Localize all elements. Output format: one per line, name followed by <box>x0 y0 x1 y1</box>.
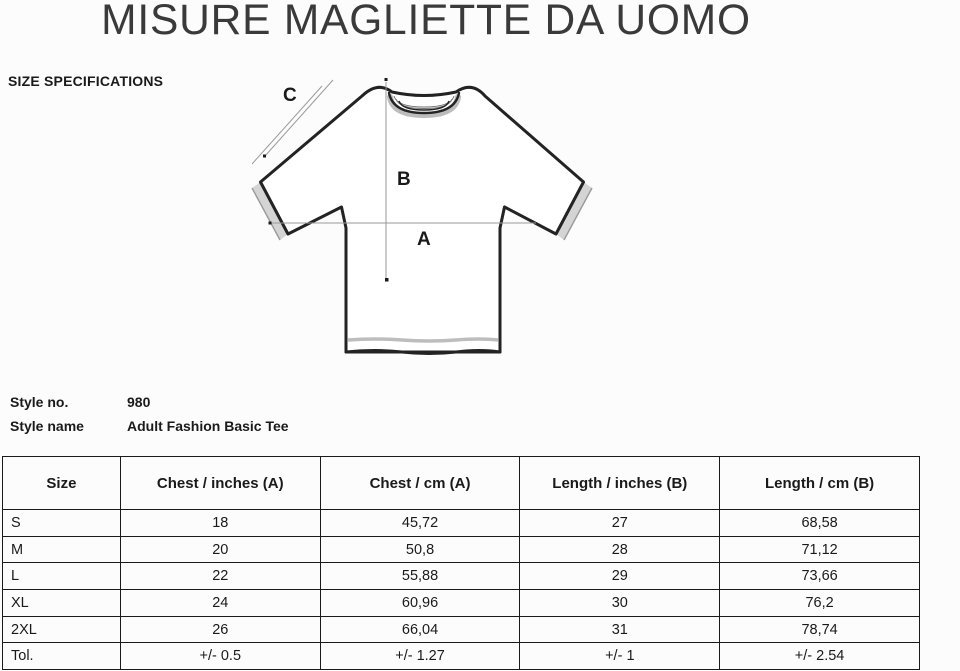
svg-text:B: B <box>397 169 411 190</box>
svg-text:C: C <box>283 85 297 106</box>
svg-text:A: A <box>417 229 431 250</box>
